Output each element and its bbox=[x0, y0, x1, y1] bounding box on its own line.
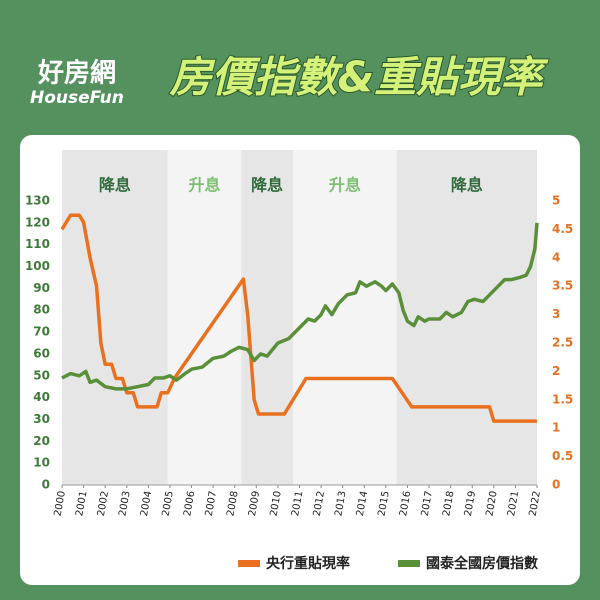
band bbox=[241, 150, 294, 485]
legend-label: 國泰全國房價指數 bbox=[426, 555, 538, 572]
y-tick-label: 40 bbox=[33, 390, 50, 404]
x-tick-label: 2019 bbox=[463, 490, 478, 517]
y2-tick-label: 0 bbox=[552, 478, 560, 492]
band bbox=[293, 150, 397, 485]
x-tick-label: 2022 bbox=[528, 490, 543, 517]
y-tick-label: 10 bbox=[33, 456, 50, 470]
x-tick-label: 2002 bbox=[96, 490, 111, 517]
y2-tick-label: 3 bbox=[552, 307, 560, 321]
y-tick-label: 100 bbox=[25, 259, 50, 273]
x-tick-label: 2003 bbox=[117, 490, 132, 517]
series-line bbox=[61, 222, 539, 391]
y-tick-label: 0 bbox=[42, 478, 50, 492]
y-tick-label: 80 bbox=[33, 303, 50, 317]
y-tick-label: 20 bbox=[33, 434, 50, 448]
y-tick-label: 50 bbox=[33, 368, 50, 382]
x-tick-label: 2021 bbox=[506, 490, 521, 517]
y2-tick-label: 4 bbox=[552, 250, 560, 264]
y2-tick-label: 0.5 bbox=[552, 449, 573, 463]
x-tick-label: 2018 bbox=[441, 490, 456, 517]
x-tick-label: 2016 bbox=[398, 490, 413, 517]
x-tick-label: 2020 bbox=[484, 490, 499, 517]
logo-zh: 好房網 bbox=[37, 58, 116, 89]
title: 房價指數&重貼現率 bbox=[169, 53, 550, 102]
y-tick-label: 110 bbox=[25, 237, 50, 251]
y2-tick-label: 3.5 bbox=[552, 279, 573, 293]
band-label: 降息 bbox=[99, 176, 131, 195]
y2-tick-label: 1 bbox=[552, 421, 560, 435]
y2-tick-label: 1.5 bbox=[552, 392, 573, 406]
x-tick-label: 2009 bbox=[247, 490, 262, 517]
y-tick-label: 130 bbox=[25, 194, 50, 208]
x-tick-label: 2005 bbox=[161, 490, 176, 517]
y2-tick-label: 5 bbox=[552, 194, 560, 208]
x-tick-label: 2011 bbox=[290, 490, 305, 517]
y2-tick-label: 2 bbox=[552, 364, 560, 378]
x-tick-label: 2014 bbox=[355, 490, 370, 517]
x-tick-label: 2007 bbox=[204, 490, 219, 517]
x-tick-label: 2000 bbox=[53, 490, 68, 517]
band-label: 升息 bbox=[188, 176, 220, 195]
y-tick-label: 30 bbox=[33, 412, 50, 426]
legend-swatch bbox=[238, 560, 260, 567]
band bbox=[167, 150, 242, 485]
x-tick-label: 2006 bbox=[182, 490, 197, 517]
x-tick-label: 2017 bbox=[420, 490, 435, 517]
x-tick-label: 2012 bbox=[312, 490, 327, 517]
legend-label: 央行重貼現率 bbox=[266, 555, 350, 572]
x-tick-label: 2015 bbox=[377, 490, 392, 517]
series-line bbox=[60, 213, 537, 423]
logo-en: HouseFun bbox=[30, 88, 124, 108]
y2-tick-label: 4.5 bbox=[552, 222, 573, 236]
band-label: 降息 bbox=[251, 176, 283, 195]
legend-swatch bbox=[398, 560, 420, 567]
x-tick-label: 2004 bbox=[139, 490, 154, 517]
y-tick-label: 120 bbox=[25, 215, 50, 229]
band-label: 升息 bbox=[329, 176, 361, 195]
x-tick-label: 2008 bbox=[225, 490, 240, 517]
x-tick-label: 2001 bbox=[74, 490, 89, 517]
x-tick-label: 2013 bbox=[333, 490, 348, 517]
y-tick-label: 90 bbox=[33, 281, 50, 295]
x-tick-label: 2010 bbox=[269, 490, 284, 517]
band-label: 降息 bbox=[451, 176, 483, 195]
band bbox=[62, 150, 168, 485]
y-tick-label: 70 bbox=[33, 325, 50, 339]
y2-tick-label: 2.5 bbox=[552, 336, 573, 350]
y-tick-label: 60 bbox=[33, 346, 50, 360]
